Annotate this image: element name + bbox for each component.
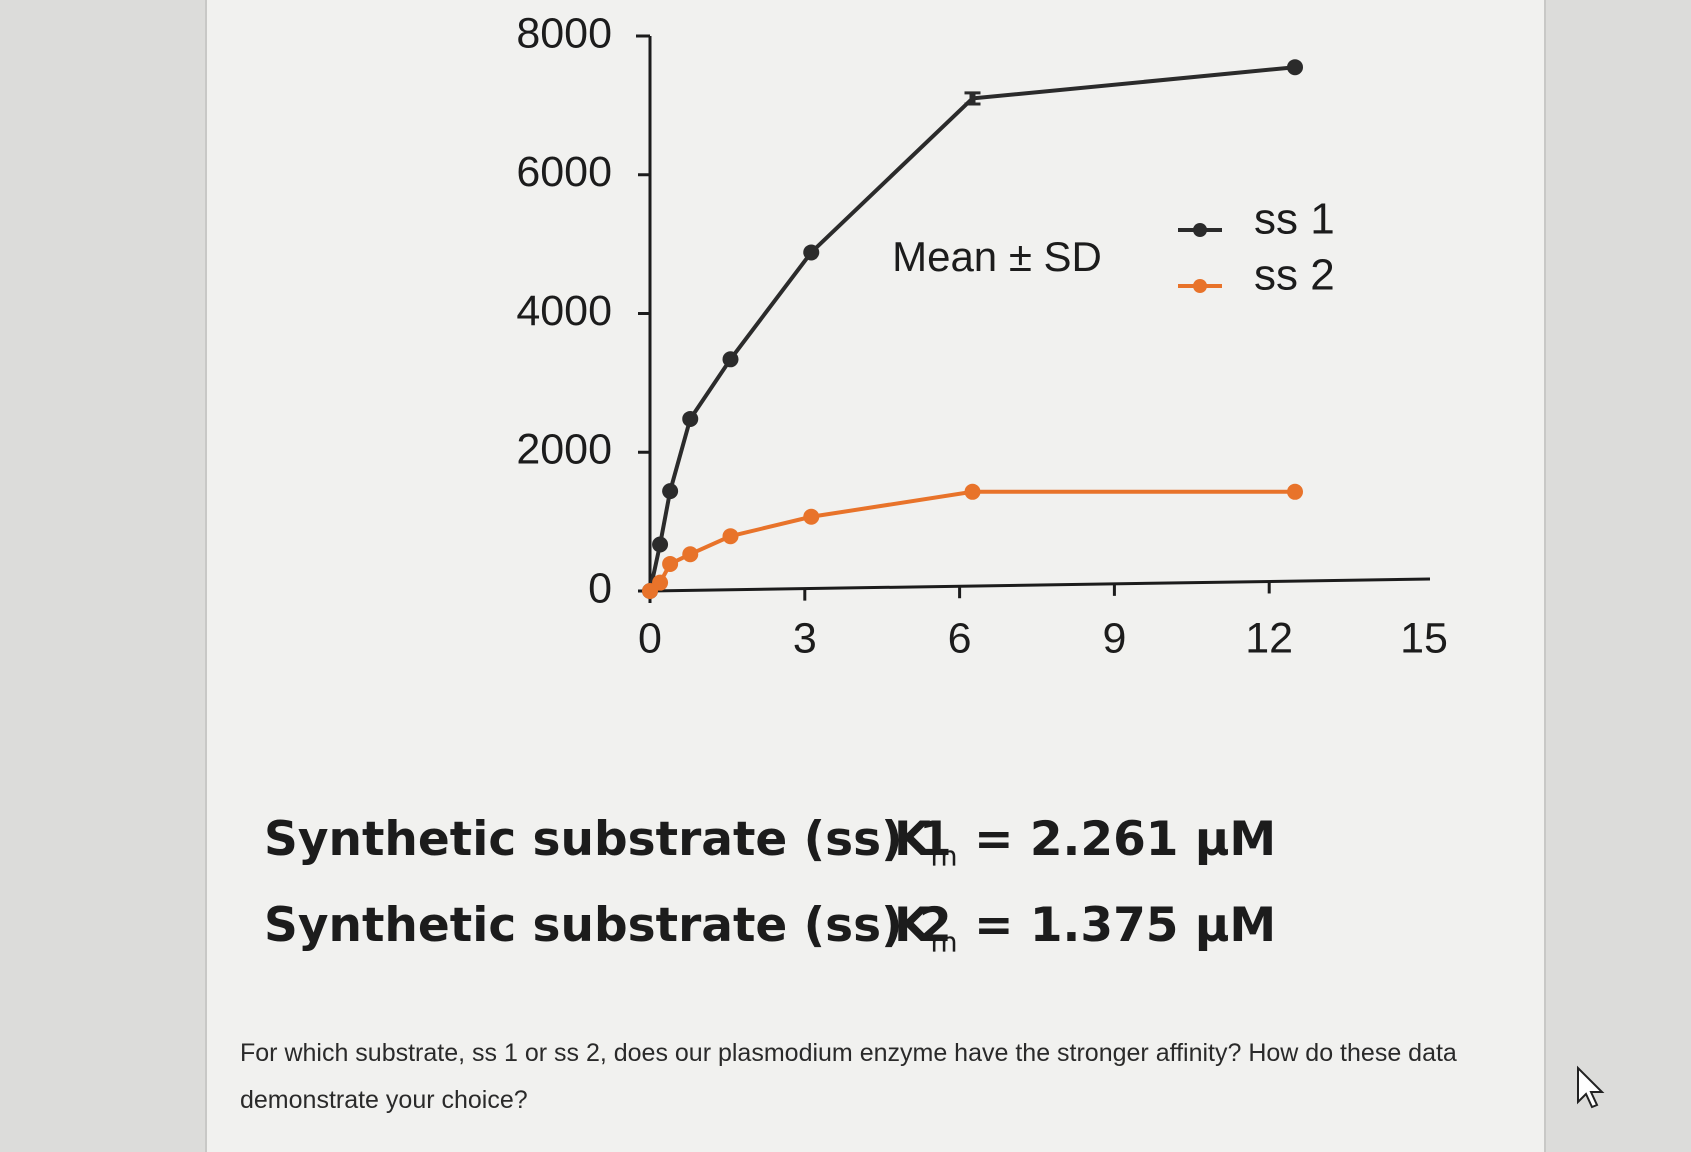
y-tick-label: 6000 bbox=[516, 148, 612, 196]
data-point bbox=[662, 483, 679, 500]
data-point bbox=[1287, 483, 1303, 500]
legend-marker bbox=[1193, 279, 1207, 293]
x-axis bbox=[649, 577, 1431, 593]
cursor bbox=[1577, 1065, 1605, 1109]
y-tick-label: 4000 bbox=[516, 287, 612, 335]
y-tick-label: 2000 bbox=[516, 426, 612, 474]
series-line bbox=[648, 65, 1296, 592]
data-point bbox=[682, 410, 699, 427]
data-point bbox=[803, 508, 820, 525]
annotation: Mean ± SD bbox=[892, 233, 1102, 280]
series-line bbox=[648, 489, 1295, 593]
data-point bbox=[722, 528, 739, 545]
x-tick-label: 3 bbox=[793, 614, 817, 662]
km-value: = 1.375 μM bbox=[974, 898, 1277, 953]
x-tick-label: 9 bbox=[1102, 614, 1126, 662]
legend-marker bbox=[1193, 223, 1207, 237]
y-tick-label: 0 bbox=[588, 564, 612, 612]
legend-label: ss 1 bbox=[1254, 195, 1335, 244]
x-tick-label: 0 bbox=[638, 614, 662, 662]
error-bar bbox=[964, 91, 981, 106]
substrate-label: Synthetic substrate (ss) 2 bbox=[264, 898, 952, 953]
x-tick-label: 15 bbox=[1400, 614, 1448, 662]
km-symbol: Km = 1.375 μM bbox=[894, 898, 1276, 958]
subscript: m bbox=[930, 839, 958, 873]
km-line: Synthetic substrate (ss) 2 Km = 1.375 μM bbox=[264, 898, 1276, 958]
data-point bbox=[662, 555, 679, 572]
legend-label: ss 2 bbox=[1254, 251, 1335, 300]
km-symbol: Km = 2.261 μM bbox=[894, 812, 1276, 872]
km-value: = 2.261 μM bbox=[974, 812, 1277, 867]
data-point bbox=[682, 546, 699, 563]
question-text: For which substrate, ss 1 or ss 2, does … bbox=[240, 1039, 1457, 1114]
k: K bbox=[894, 812, 931, 867]
data-point bbox=[652, 536, 669, 553]
y-tick-label: 8000 bbox=[516, 9, 612, 57]
x-tick-label: 12 bbox=[1245, 614, 1293, 662]
data-point bbox=[722, 351, 739, 368]
subscript: m bbox=[930, 925, 958, 959]
km-line: Synthetic substrate (ss) 1 Km = 2.261 μM bbox=[264, 812, 1276, 872]
k: K bbox=[894, 898, 931, 953]
data-point bbox=[652, 574, 669, 591]
data-point bbox=[964, 483, 981, 500]
data-point bbox=[803, 244, 820, 261]
data-point bbox=[1287, 59, 1303, 76]
substrate-label: Synthetic substrate (ss) 1 bbox=[264, 812, 952, 867]
x-tick-label: 6 bbox=[948, 614, 972, 662]
